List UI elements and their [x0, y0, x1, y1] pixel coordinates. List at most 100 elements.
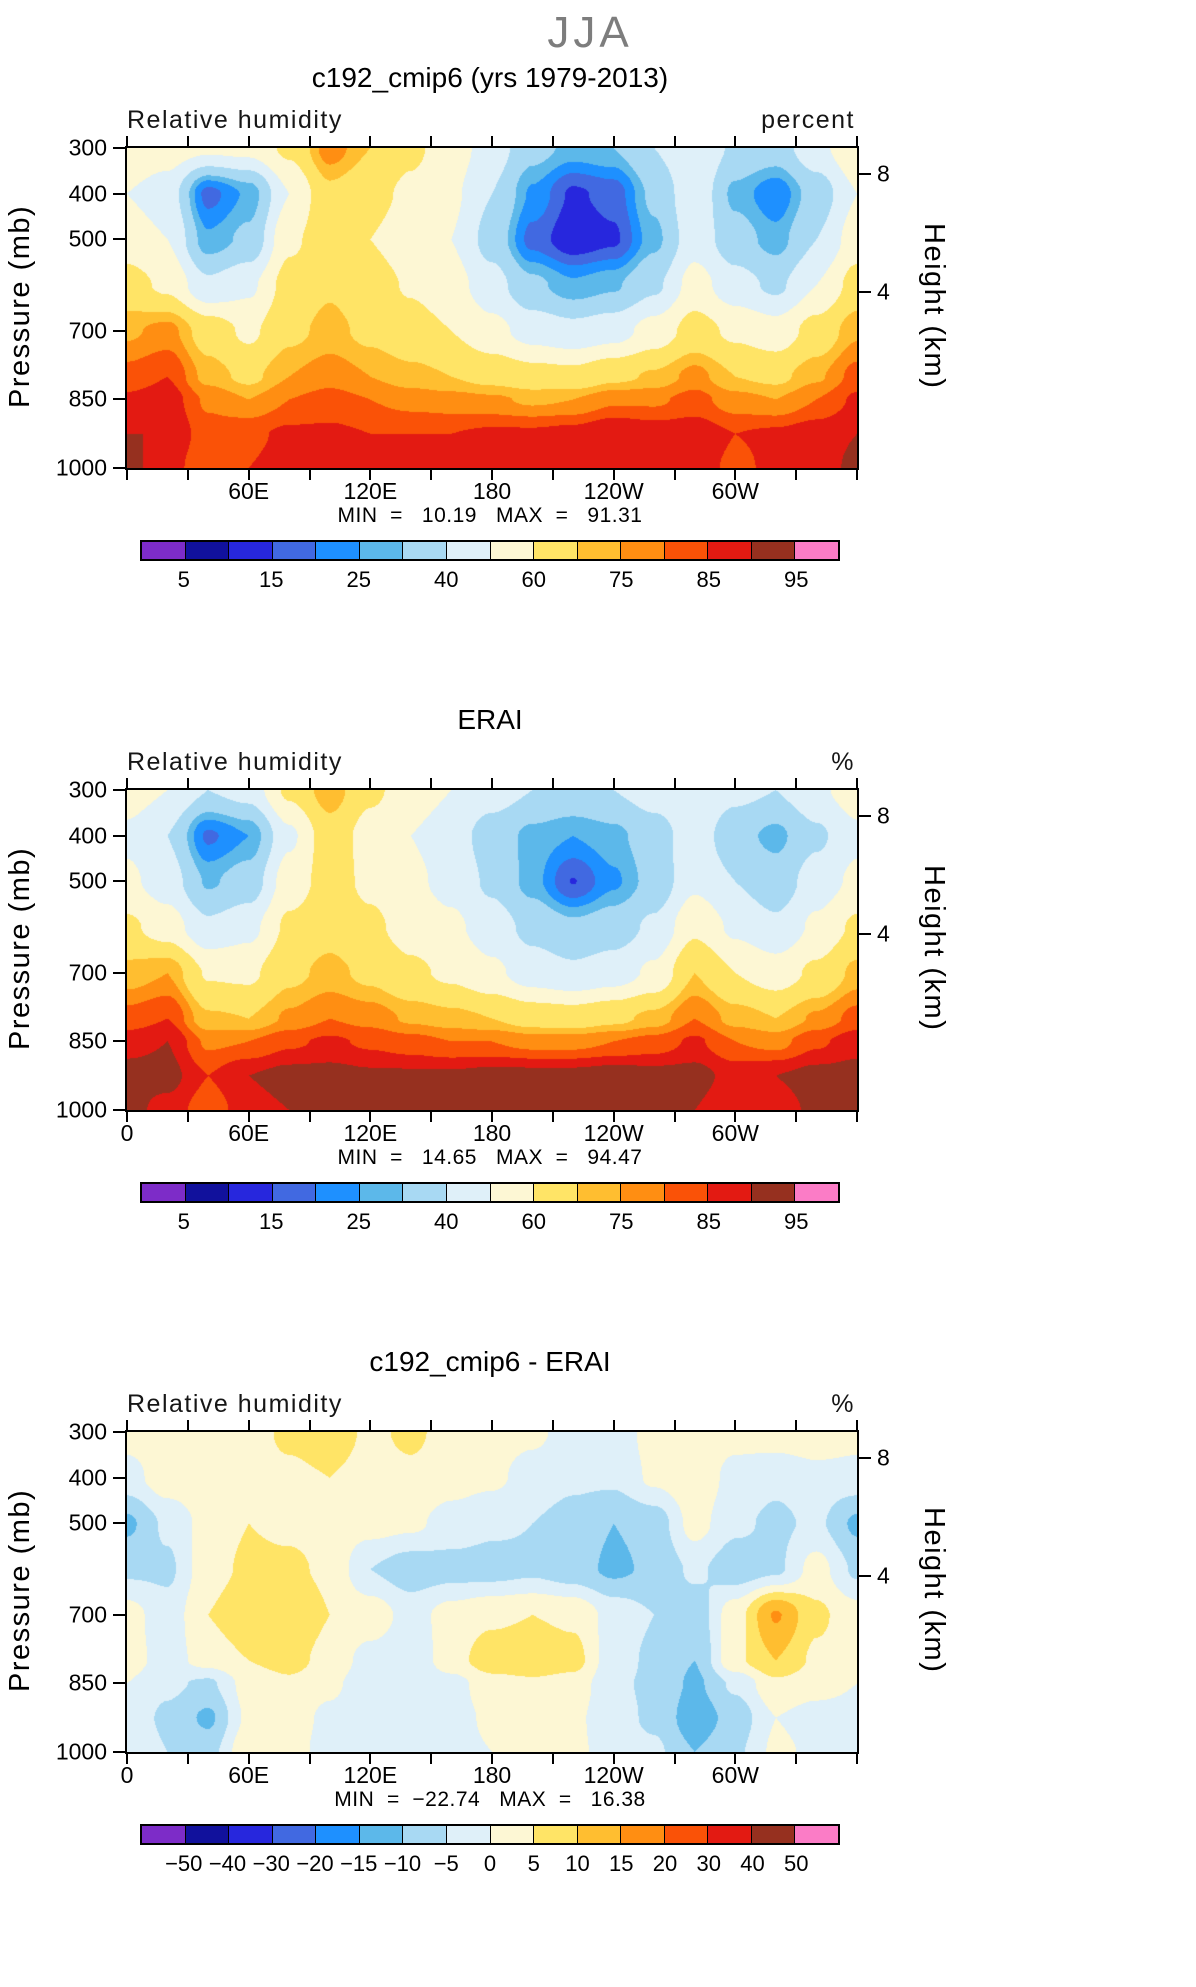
colorbar [140, 1824, 840, 1845]
pressure-tick-label: 300 [68, 1418, 107, 1445]
x-tick [186, 1420, 189, 1430]
x-tick [186, 470, 189, 480]
contour-field-canvas [127, 790, 857, 1110]
unit-label: % [831, 1390, 855, 1418]
colorbar [140, 540, 840, 561]
colorbar-segment [228, 1826, 272, 1843]
height-tick-label: 4 [877, 1562, 890, 1589]
height-tick-label: 8 [877, 802, 890, 829]
x-tick [612, 470, 615, 480]
colorbar-segment [620, 1826, 664, 1843]
colorbar-segment [184, 1826, 229, 1843]
x-tick [856, 778, 858, 788]
colorbar-segment [402, 1826, 446, 1843]
x-tick [551, 1754, 554, 1764]
colorbar-tick-label: 40 [740, 1851, 765, 1876]
colorbar-segment [142, 1184, 185, 1201]
colorbar-segment [445, 542, 490, 559]
x-tick [186, 136, 189, 146]
x-tick [551, 1112, 554, 1122]
colorbar-segment [533, 1826, 577, 1843]
y-axis-title-pressure: Pressure (mb) [4, 1488, 36, 1692]
colorbar-tick-label: 85 [696, 1209, 721, 1234]
x-tick [430, 470, 433, 480]
pressure-tick [113, 398, 125, 401]
pressure-tick-label: 300 [68, 776, 107, 803]
x-tick [795, 1420, 798, 1430]
colorbar-tick-label: 60 [521, 1209, 546, 1234]
colorbar-segment [576, 1826, 621, 1843]
x-tick [308, 136, 311, 146]
pressure-tick-label: 500 [68, 867, 107, 894]
x-tick [856, 1420, 858, 1430]
colorbar-segment [576, 542, 621, 559]
height-tick-label: 8 [877, 160, 890, 187]
x-tick [612, 1420, 615, 1430]
x-tick [247, 1420, 250, 1430]
height-tick-label: 4 [877, 920, 890, 947]
panel-title: c192_cmip6 (yrs 1979-2013) [311, 62, 669, 93]
x-tick-label: 120W [583, 1762, 644, 1788]
panel-title: c192_cmip6 - ERAI [369, 1346, 611, 1377]
colorbar-segment [663, 1826, 708, 1843]
x-tick [126, 1754, 128, 1764]
y-axis-title-pressure: Pressure (mb) [4, 204, 36, 408]
colorbar-segment [533, 542, 577, 559]
x-tick [247, 136, 250, 146]
x-tick [308, 1420, 311, 1430]
contour-field-canvas [127, 148, 857, 468]
x-tick-label: 180 [472, 478, 512, 504]
colorbar-tick-label: 40 [434, 567, 459, 592]
x-tick [673, 1112, 676, 1122]
unit-label: percent [761, 106, 855, 134]
colorbar-tick-label: 60 [521, 567, 546, 592]
panel-c192-cmip6: c192_cmip6 (yrs 1979-2013) Relative humi… [0, 62, 1196, 607]
pressure-tick [113, 834, 125, 837]
x-tick-label: 60E [228, 1120, 270, 1146]
colorbar-labels: −50 −40 −30 −20 −15 −10 −5 0 5 10 15 20 30 40 50 [140, 1851, 840, 1877]
pressure-tick [113, 238, 125, 241]
pressure-tick [113, 467, 125, 469]
colorbar-segment [184, 542, 229, 559]
contour-plot: 60E 120E 180 120W 60W 300 400 500 700 850 1000 8 4 [56, 135, 890, 505]
colorbar-tick-label: 15 [609, 1851, 634, 1876]
x-tick [795, 1754, 798, 1764]
x-tick [795, 1112, 798, 1122]
x-tick [369, 470, 372, 480]
colorbar-segment [750, 542, 795, 559]
x-tick [369, 1754, 372, 1764]
x-tick [734, 470, 737, 480]
pressure-tick-label: 1000 [55, 454, 107, 481]
colorbar-tick-label: 20 [652, 1851, 678, 1876]
x-tick [612, 778, 615, 788]
height-tick-label: 8 [877, 1444, 890, 1471]
x-tick [369, 136, 372, 146]
x-tick [369, 1420, 372, 1430]
colorbar-segment [402, 542, 446, 559]
pressure-tick [113, 1522, 125, 1525]
x-tick-label: 60W [711, 478, 759, 504]
x-tick [126, 1112, 128, 1122]
x-tick-label: 120W [583, 1120, 644, 1146]
x-tick [247, 778, 250, 788]
x-tick [430, 136, 433, 146]
colorbar-segment [271, 1826, 316, 1843]
colorbar-tick-label: 25 [346, 1209, 371, 1234]
pressure-tick [113, 1682, 125, 1685]
panel-erai: ERAI Relative humidity % Pressure (mb) H… [0, 704, 1196, 1249]
x-tick-label: 0 [120, 1120, 134, 1146]
colorbar-segment [358, 1184, 403, 1201]
field-label: Relative humidity [127, 1390, 343, 1418]
x-tick-label: 120E [343, 1762, 398, 1788]
x-tick-label: 60E [228, 1762, 270, 1788]
x-tick [491, 778, 493, 788]
colorbar-segment [489, 1184, 534, 1201]
x-tick [795, 470, 798, 480]
pressure-tick-label: 850 [68, 1669, 107, 1696]
y-axis-title-height: Height (km) [918, 222, 950, 390]
colorbar-segment [315, 542, 359, 559]
x-tick-label: 180 [472, 1120, 512, 1146]
colorbar-segment [663, 1184, 708, 1201]
y-axis-title-height: Height (km) [918, 1506, 950, 1674]
y-axis-title-height: Height (km) [918, 864, 950, 1032]
